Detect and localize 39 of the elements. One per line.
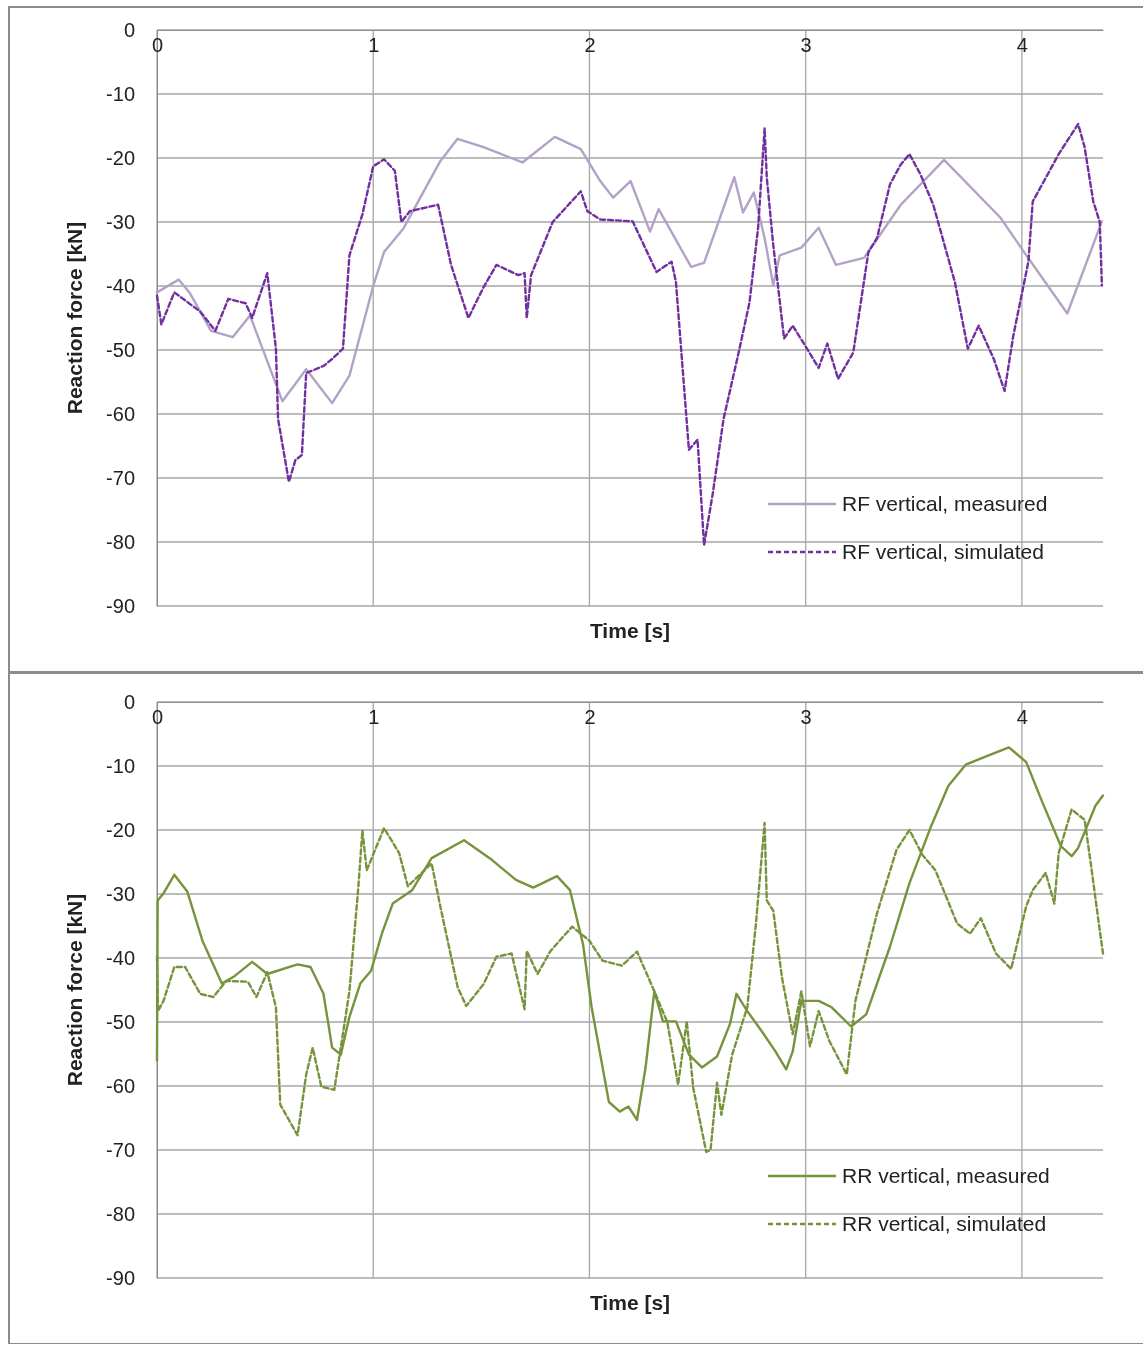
y-tick-label: -60 [106,402,135,425]
y-tick-label: -20 [106,146,135,169]
x-tick-label: 4 [1016,706,1028,729]
x-tick-label: 4 [1016,34,1028,57]
y-tick-label: -50 [106,338,135,361]
y-tick-label: -20 [106,818,135,841]
y-tick-label: -40 [106,946,135,969]
legend-label: RF vertical, simulated [842,540,1044,563]
x-tick-label: 2 [584,34,596,57]
y-tick-label: -50 [106,1010,135,1033]
x-tick-label: 1 [368,34,380,57]
y-tick-label: 0 [123,690,135,713]
x-tick-label: 3 [800,34,812,57]
x-tick-label: 1 [368,706,380,729]
y-tick-label: -40 [106,274,135,297]
y-tick-label: -90 [106,594,135,617]
x-tick-label: 3 [800,706,812,729]
x-axis-title: Time [s] [589,619,671,642]
y-tick-label: -70 [106,466,135,489]
y-tick-label: 0 [123,18,135,41]
y-tick-label: -60 [106,1074,135,1097]
x-tick-label: 0 [151,34,164,57]
y-tick-label: -10 [106,82,135,105]
y-tick-label: -70 [106,1138,135,1161]
x-axis-title: Time [s] [589,1291,671,1314]
legend-label: RR vertical, simulated [842,1212,1047,1235]
y-tick-label: -30 [106,882,135,905]
x-tick-label: 2 [584,706,596,729]
y-axis-title: Reaction force [kN] [63,893,86,1087]
y-tick-label: -80 [106,1202,135,1225]
y-tick-label: -80 [106,530,135,553]
legend-label: RF vertical, measured [842,492,1048,515]
legend-label: RR vertical, measured [842,1164,1050,1187]
y-axis-title: Reaction force [kN] [63,221,86,415]
x-tick-label: 0 [151,706,164,729]
y-tick-label: -90 [106,1266,135,1289]
y-tick-label: -30 [106,210,135,233]
line-series [155,135,1104,405]
y-tick-label: -10 [106,754,135,777]
